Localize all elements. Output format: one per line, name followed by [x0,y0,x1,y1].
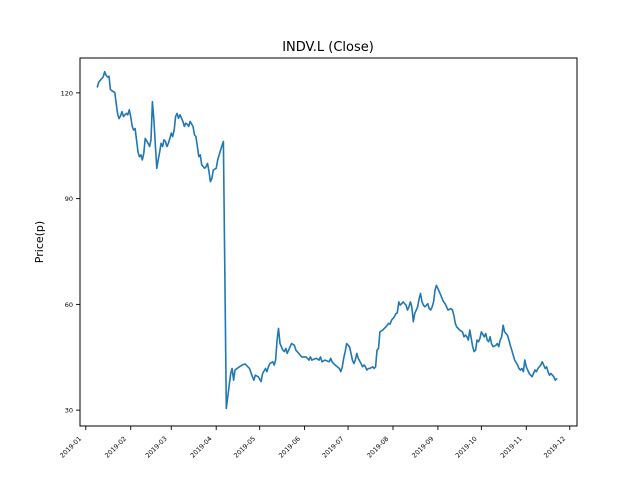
y-axis: 30 60 90 120 [61,89,80,415]
y-tick-label: 60 [65,301,73,309]
axes-border [79,57,578,427]
y-tick-label: 90 [65,195,73,203]
chart-title: INDV.L (Close) [282,40,374,55]
y-axis-label: Price(p) [33,221,46,263]
y-tick-label: 120 [61,89,73,97]
y-tick-label: 30 [65,407,73,415]
series-layer [96,70,558,410]
price-line-series [96,70,558,410]
